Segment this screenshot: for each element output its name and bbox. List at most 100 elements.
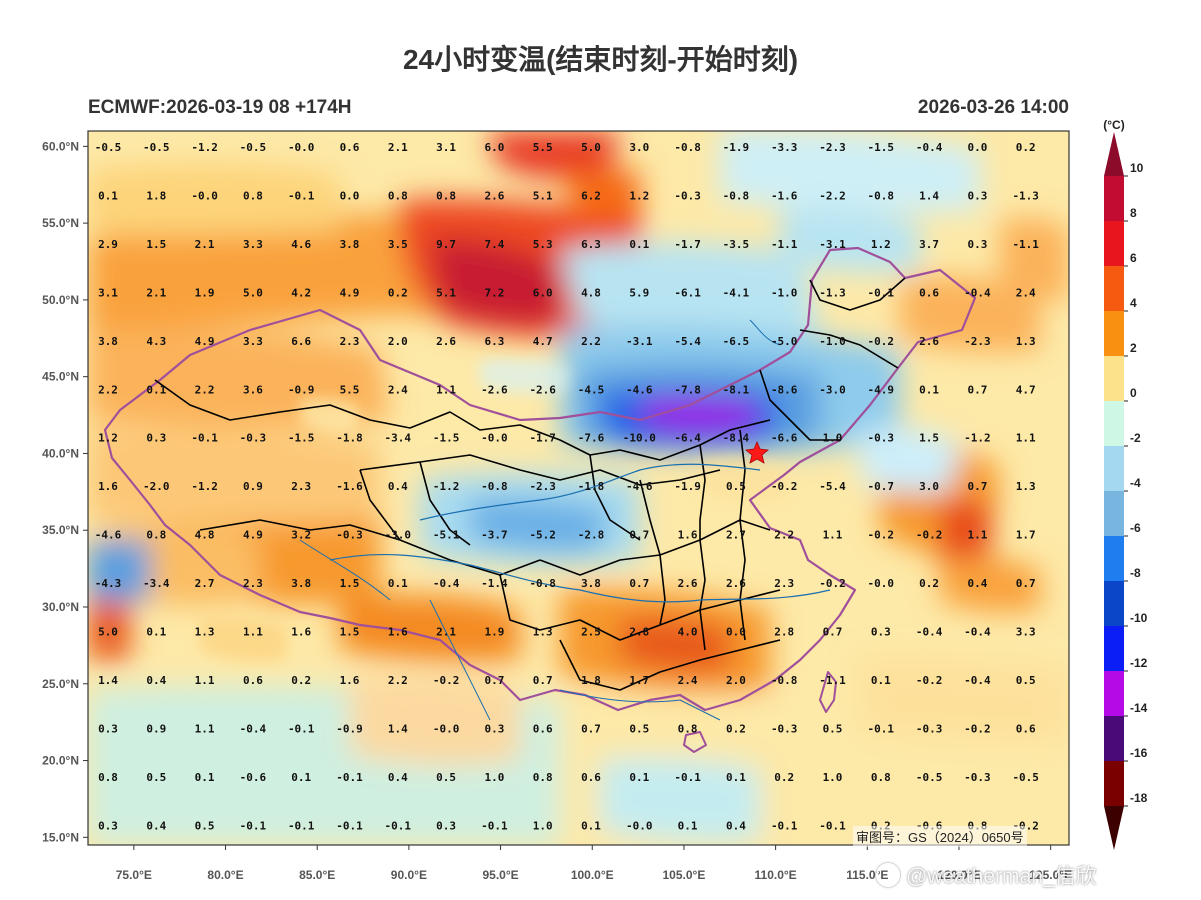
grid-value: -0.4 <box>916 626 943 639</box>
grid-value: -7.6 <box>578 432 605 445</box>
grid-value: 1.6 <box>388 626 408 639</box>
grid-value: -0.8 <box>481 480 508 493</box>
colorbar-segment <box>1104 176 1124 221</box>
colorbar-segment <box>1104 761 1124 806</box>
grid-value: -0.2 <box>964 722 991 735</box>
grid-value: -6.1 <box>674 286 701 299</box>
lat-tick-label: 40.0°N <box>42 446 79 460</box>
grid-value: 0.1 <box>146 383 166 396</box>
grid-value: 0.1 <box>98 189 118 202</box>
plot-frame <box>87 130 1070 846</box>
grid-value: 0.1 <box>919 383 939 396</box>
grid-value: 2.6 <box>919 335 939 348</box>
lat-tick-label: 30.0°N <box>42 600 79 614</box>
grid-value: 2.4 <box>1016 286 1036 299</box>
grid-value: -0.3 <box>240 432 267 445</box>
grid-value: -3.7 <box>481 529 508 542</box>
colorbar-segment <box>1104 221 1124 266</box>
watermark-text: @weatherman_信欣 <box>906 865 1097 888</box>
grid-value: 5.9 <box>629 286 649 299</box>
grid-value: 2.6 <box>484 189 504 202</box>
colorbar-label: 6 <box>1130 251 1137 265</box>
lat-tick-label: 15.0°N <box>42 830 79 844</box>
lon-tick-label: 105.0°E <box>663 868 706 882</box>
grid-value: -0.1 <box>336 819 363 832</box>
grid-value: 0.4 <box>388 771 408 784</box>
grid-value: 1.5 <box>919 432 939 445</box>
grid-value: -1.2 <box>964 432 991 445</box>
watermark: @weatherman_信欣 <box>876 860 1097 890</box>
grid-value: -3.3 <box>771 141 798 154</box>
grid-value: -5.1 <box>433 529 460 542</box>
grid-value: 0.7 <box>823 626 843 639</box>
grid-value: 2.3 <box>243 577 263 590</box>
colorbar-segment <box>1104 671 1124 716</box>
colorbar-label: 2 <box>1130 341 1137 355</box>
grid-value: -0.0 <box>868 577 895 590</box>
colorbar-label: -2 <box>1130 431 1141 445</box>
grid-value: 0.1 <box>629 238 649 251</box>
grid-value: -0.4 <box>964 674 991 687</box>
grid-value: -0.1 <box>674 771 701 784</box>
grid-value: -0.8 <box>868 189 895 202</box>
grid-value: -0.6 <box>240 771 267 784</box>
grid-value: 1.6 <box>98 480 118 493</box>
grid-value: -0.9 <box>336 722 363 735</box>
colorbar-label: -4 <box>1130 476 1141 490</box>
grid-value: 2.3 <box>774 577 794 590</box>
grid-value: -1.5 <box>868 141 895 154</box>
colorbar-tip-bottom <box>1104 806 1124 850</box>
grid-value: 4.2 <box>291 286 311 299</box>
grid-value: -0.0 <box>481 432 508 445</box>
colorbar-label: -10 <box>1130 611 1148 625</box>
grid-value: 2.3 <box>291 480 311 493</box>
grid-value: 2.4 <box>388 383 408 396</box>
grid-value: -0.1 <box>191 432 218 445</box>
grid-value: 0.1 <box>146 626 166 639</box>
grid-value: 2.5 <box>581 626 601 639</box>
grid-value: 0.5 <box>146 771 166 784</box>
grid-value: 0.4 <box>967 577 987 590</box>
grid-value: 5.1 <box>533 189 553 202</box>
grid-value: 0.3 <box>967 238 987 251</box>
grid-value: -0.5 <box>240 141 267 154</box>
grid-value: 4.9 <box>243 529 263 542</box>
grid-value: 2.9 <box>98 238 118 251</box>
grid-value: 1.4 <box>919 189 939 202</box>
grid-value: -5.4 <box>819 480 846 493</box>
grid-value: -0.1 <box>288 722 315 735</box>
grid-value: -1.2 <box>433 480 460 493</box>
grid-value: -0.4 <box>433 577 460 590</box>
grid-value: -0.3 <box>964 771 991 784</box>
grid-value: 0.8 <box>146 529 166 542</box>
colorbar-segment <box>1104 581 1124 626</box>
grid-value: 0.2 <box>726 722 746 735</box>
lon-tick-label: 125.0°E <box>1029 868 1072 882</box>
grid-value: -0.8 <box>771 674 798 687</box>
grid-value: 0.4 <box>388 480 408 493</box>
grid-value: 0.7 <box>533 674 553 687</box>
grid-value: -1.7 <box>529 432 556 445</box>
grid-value: 3.7 <box>919 238 939 251</box>
grid-value: -0.3 <box>868 432 895 445</box>
grid-value: 0.7 <box>629 577 649 590</box>
lon-tick-label: 95.0°E <box>482 868 518 882</box>
grid-value: 0.1 <box>581 819 601 832</box>
lat-tick-label: 45.0°N <box>42 370 79 384</box>
colorbar-label: 8 <box>1130 206 1137 220</box>
grid-value: 6.2 <box>581 189 601 202</box>
lat-tick-label: 60.0°N <box>42 139 79 153</box>
grid-value: 4.6 <box>291 238 311 251</box>
grid-value: -4.6 <box>626 383 653 396</box>
grid-value: 3.1 <box>98 286 118 299</box>
grid-value: 1.4 <box>388 722 408 735</box>
grid-value: 1.1 <box>436 383 456 396</box>
lat-tick-label: 35.0°N <box>42 523 79 537</box>
grid-value: 2.8 <box>774 626 794 639</box>
grid-value: 2.2 <box>774 529 794 542</box>
grid-value: -1.1 <box>771 238 798 251</box>
grid-value: -6.4 <box>674 432 701 445</box>
grid-value: 0.0 <box>340 189 360 202</box>
valid-time-label: 2026-03-26 14:00 <box>917 97 1069 118</box>
grid-value: 1.9 <box>484 626 504 639</box>
